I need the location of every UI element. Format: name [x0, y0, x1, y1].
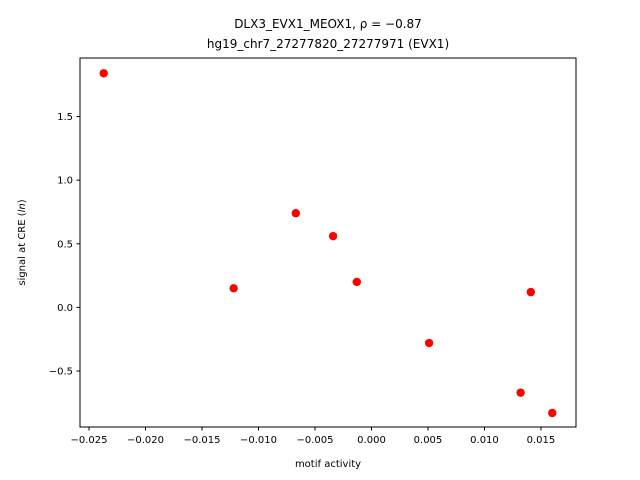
x-tick-label: 0.000: [357, 435, 386, 446]
x-tick-label: 0.005: [414, 435, 443, 446]
chart-title-line1: DLX3_EVX1_MEOX1, ρ = −0.87: [234, 17, 422, 31]
data-point: [229, 284, 238, 293]
y-tick-label: 0.5: [57, 239, 73, 250]
y-tick-label: 1.0: [57, 176, 73, 187]
y-tick-label: 0.0: [57, 303, 73, 314]
data-point: [291, 209, 300, 218]
x-tick-label: −0.020: [127, 435, 164, 446]
data-point: [548, 408, 557, 418]
chart-title-line2: hg19_chr7_27277820_27277971 (EVX1): [207, 37, 449, 51]
data-point: [352, 277, 362, 287]
x-tick-label: 0.010: [470, 435, 499, 446]
plot-frame: [79, 57, 577, 428]
data-point: [516, 388, 525, 397]
plot-area: [80, 58, 576, 427]
data-points: [99, 69, 557, 418]
data-point: [526, 287, 536, 297]
data-point: [99, 69, 108, 78]
x-tick-label: 0.015: [527, 435, 556, 446]
y-tick-label: 1.5: [57, 112, 73, 123]
y-tick-label: −0.5: [49, 367, 73, 378]
x-tick-label: −0.010: [240, 435, 277, 446]
y-axis-label: signal at CRE (ln): [17, 199, 28, 285]
x-tick-label: −0.005: [296, 435, 333, 446]
x-tick-label: −0.015: [184, 435, 221, 446]
y-axis-ticks: −0.5 0.0 0.5 1.0 1.5: [49, 112, 80, 378]
data-point: [424, 338, 434, 348]
x-tick-label: −0.025: [71, 435, 108, 446]
x-axis-ticks: −0.025 −0.020 −0.015 −0.010 −0.005 0.000 0.005…: [71, 427, 556, 446]
data-point: [328, 231, 338, 241]
x-axis-label: motif activity: [295, 459, 361, 470]
